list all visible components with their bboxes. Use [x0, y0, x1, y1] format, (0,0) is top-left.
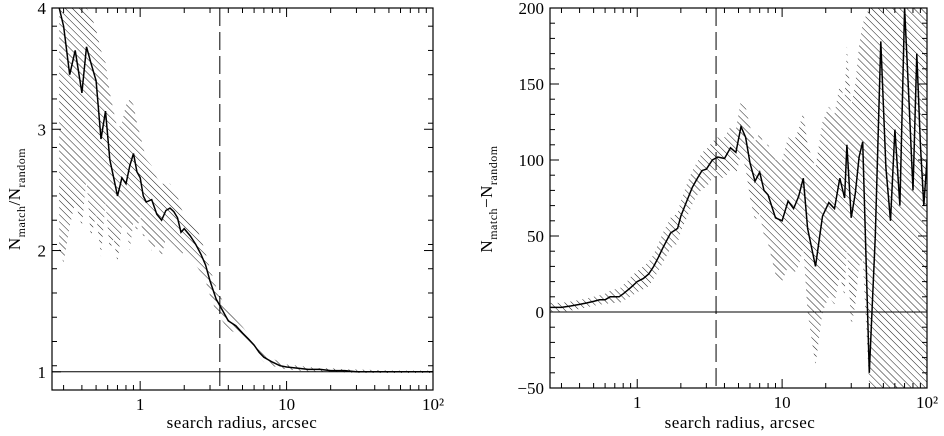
right-y-axis-label: Nmatch−Nrandom [477, 145, 500, 252]
y-tick-label: 150 [519, 75, 545, 94]
y-tick-label: 0 [536, 303, 545, 322]
left-y-axis-label: Nmatch/Nrandom [5, 148, 28, 250]
left-series-line [58, 8, 433, 373]
y-tick-label: −50 [517, 379, 544, 398]
left-panel: 1 10 10² 1 2 3 4 search radius, arcsec Nmatch/… [5, 0, 444, 432]
y-tick-label: 2 [38, 242, 47, 261]
right-tick-labels: 1 10 10² −50 0 50 100 150 200 [517, 0, 938, 412]
y-tick-label: 1 [38, 363, 47, 382]
right-uncertainty-band [550, 8, 927, 388]
x-tick-label: 10² [422, 395, 444, 414]
left-tick-labels: 1 10 10² 1 2 3 4 [38, 0, 445, 414]
x-tick-label: 1 [136, 395, 145, 414]
x-tick-label: 10² [916, 393, 938, 412]
x-tick-label: 1 [633, 393, 642, 412]
right-series-line [550, 8, 927, 373]
right-plot-area [550, 8, 927, 388]
y-tick-label: 3 [38, 120, 47, 139]
y-tick-label: 100 [519, 151, 545, 170]
left-ticks [52, 7, 434, 391]
x-tick-label: 10 [774, 393, 791, 412]
y-tick-label: 4 [38, 0, 47, 18]
right-ticks [550, 7, 928, 389]
left-plot-area [52, 8, 433, 390]
y-tick-label: 200 [519, 0, 545, 18]
right-x-axis-label: search radius, arcsec [665, 413, 816, 432]
right-panel: 1 10 10² −50 0 50 100 150 200 search radius, arc… [477, 0, 938, 432]
x-tick-label: 10 [278, 395, 295, 414]
left-x-axis-label: search radius, arcsec [167, 413, 318, 432]
y-tick-label: 50 [527, 227, 544, 246]
left-uncertainty-band [59, 8, 433, 373]
